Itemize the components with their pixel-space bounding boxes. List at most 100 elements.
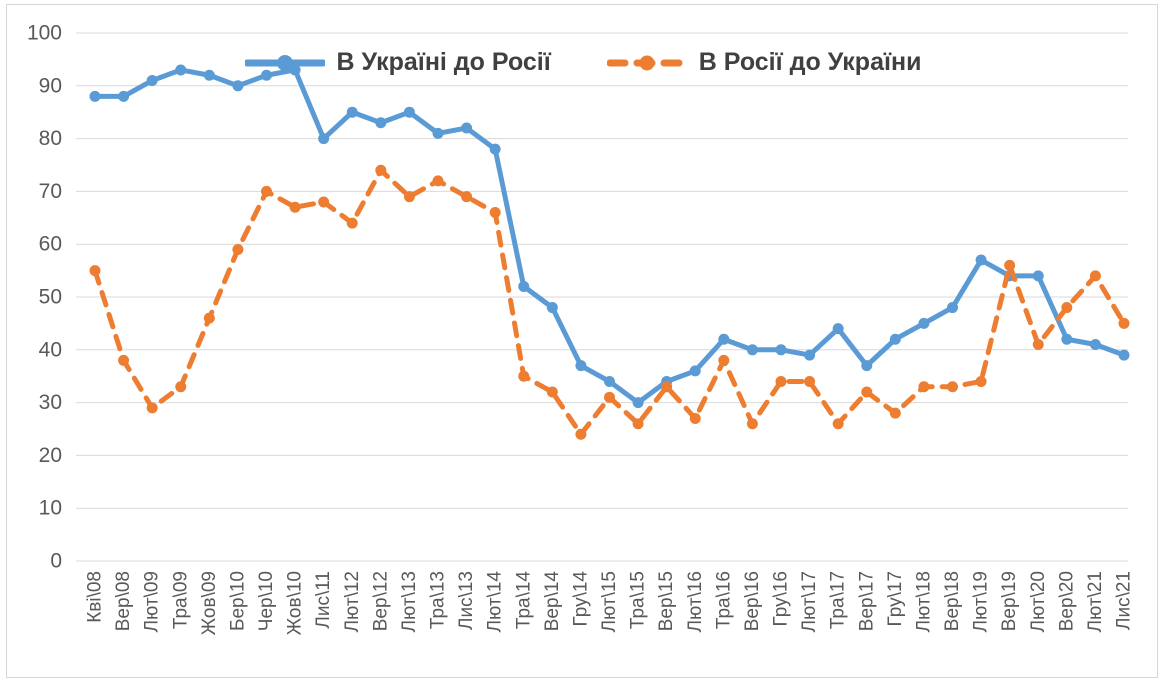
data-point-marker[interactable] [118, 354, 130, 366]
data-point-marker[interactable] [461, 191, 473, 203]
x-axis-tick-label: Тра\17 [828, 571, 849, 629]
data-point-marker[interactable] [689, 412, 701, 424]
data-point-marker[interactable] [604, 391, 615, 403]
data-point-marker[interactable] [1118, 349, 1130, 361]
data-point-marker[interactable] [1032, 339, 1044, 351]
data-point-marker[interactable] [346, 106, 358, 118]
data-point-marker[interactable] [632, 397, 644, 409]
data-point-marker[interactable] [461, 122, 473, 134]
data-point-marker[interactable] [146, 402, 158, 414]
data-point-marker[interactable] [861, 360, 873, 372]
data-point-marker[interactable] [975, 375, 987, 387]
data-point-marker[interactable] [203, 312, 215, 324]
data-point-marker[interactable] [832, 418, 844, 430]
data-point-marker[interactable] [718, 333, 730, 345]
x-axis-tick-label: Лют\20 [1028, 571, 1049, 632]
y-axis-tick-label: 60 [39, 233, 62, 256]
x-axis-tick-label: Вер\15 [656, 571, 677, 631]
data-point-marker[interactable] [518, 370, 530, 382]
data-point-marker[interactable] [1061, 333, 1073, 345]
data-point-marker[interactable] [604, 375, 615, 387]
x-axis-tick-label: Вер\08 [113, 571, 134, 631]
data-point-marker[interactable] [861, 386, 873, 398]
data-point-marker[interactable] [1061, 302, 1073, 314]
data-point-marker[interactable] [89, 265, 101, 277]
data-point-marker[interactable] [261, 185, 272, 197]
data-point-marker[interactable] [403, 191, 415, 203]
y-axis-tick-label: 50 [39, 286, 62, 309]
data-point-marker[interactable] [775, 344, 787, 356]
data-point-marker[interactable] [203, 69, 215, 81]
data-point-marker[interactable] [261, 69, 272, 81]
x-axis-tick-label: Лют\15 [599, 571, 620, 632]
data-point-marker[interactable] [375, 164, 387, 176]
data-point-marker[interactable] [775, 375, 787, 387]
data-point-marker[interactable] [804, 349, 816, 361]
data-point-marker[interactable] [346, 217, 358, 229]
x-axis-tick-label: Лис\13 [456, 571, 477, 630]
data-point-marker[interactable] [689, 365, 701, 377]
data-point-marker[interactable] [632, 418, 644, 430]
data-point-marker[interactable] [432, 175, 444, 187]
data-point-marker[interactable] [489, 207, 501, 219]
x-axis-tick-label: Гру\17 [885, 571, 906, 627]
data-point-marker[interactable] [918, 317, 930, 329]
y-axis-tick-label: 40 [39, 338, 62, 361]
y-axis-tick-label: 20 [39, 444, 62, 467]
data-point-marker[interactable] [289, 64, 301, 76]
data-point-marker[interactable] [318, 196, 330, 208]
y-axis-tick-label: 0 [50, 550, 62, 573]
data-point-marker[interactable] [1032, 270, 1044, 282]
data-point-marker[interactable] [1004, 259, 1016, 271]
data-point-marker[interactable] [403, 106, 415, 118]
data-point-marker[interactable] [804, 375, 816, 387]
data-point-marker[interactable] [518, 280, 530, 292]
data-point-marker[interactable] [975, 254, 987, 266]
data-point-marker[interactable] [947, 302, 958, 314]
data-point-marker[interactable] [318, 133, 330, 145]
x-axis-tick-label: Чер\10 [256, 571, 277, 631]
data-point-marker[interactable] [232, 243, 244, 255]
data-point-marker[interactable] [118, 90, 130, 102]
data-point-marker[interactable] [832, 323, 844, 335]
y-axis-tick-label: 100 [27, 22, 62, 45]
data-point-marker[interactable] [947, 381, 958, 393]
x-axis-tick-label: Лют\16 [685, 571, 706, 632]
data-point-marker[interactable] [746, 344, 758, 356]
data-point-marker[interactable] [1089, 270, 1101, 282]
data-point-marker[interactable] [575, 360, 587, 372]
data-point-marker[interactable] [146, 75, 158, 87]
data-point-marker[interactable] [232, 80, 244, 92]
x-axis-tick-label: Тра\16 [713, 571, 734, 629]
data-point-marker[interactable] [89, 90, 101, 102]
data-point-marker[interactable] [1089, 339, 1101, 351]
data-point-marker[interactable] [489, 143, 501, 155]
data-point-marker[interactable] [546, 386, 558, 398]
data-point-marker[interactable] [889, 407, 901, 419]
x-axis-tick-label: Жов\09 [199, 571, 220, 635]
data-point-marker[interactable] [661, 381, 673, 393]
x-axis-tick-label: Вер\20 [1056, 571, 1077, 631]
y-axis-tick-label: 10 [39, 497, 62, 520]
data-point-marker[interactable] [375, 117, 387, 129]
x-axis-tick-label: Гру\14 [570, 571, 591, 627]
x-axis-tick-label: Лют\19 [971, 571, 992, 632]
data-point-marker[interactable] [175, 64, 187, 76]
x-axis-tick-label: Лют\18 [913, 571, 934, 632]
data-point-marker[interactable] [175, 381, 187, 393]
data-point-marker[interactable] [918, 381, 930, 393]
data-point-marker[interactable] [289, 201, 301, 213]
data-point-marker[interactable] [718, 354, 730, 366]
data-point-marker[interactable] [432, 127, 444, 139]
data-point-marker[interactable] [575, 428, 587, 440]
x-axis-tick-label: Тра\15 [628, 571, 649, 629]
x-axis-tick-label: Лют\14 [485, 571, 506, 633]
x-axis-tick-label: Бер\10 [227, 571, 248, 631]
data-point-marker[interactable] [746, 418, 758, 430]
data-point-marker[interactable] [546, 302, 558, 314]
x-axis-tick-label: Лют\13 [399, 571, 420, 632]
data-point-marker[interactable] [889, 333, 901, 345]
data-point-marker[interactable] [1118, 317, 1130, 329]
